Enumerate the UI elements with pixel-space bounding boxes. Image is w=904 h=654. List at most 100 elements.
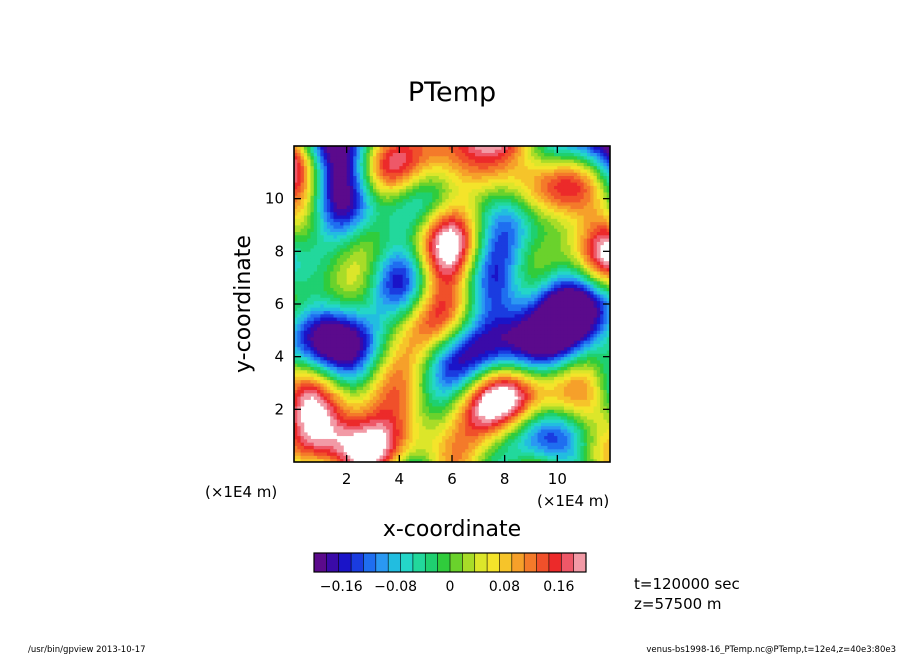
heatmap-cell <box>343 343 348 348</box>
heatmap-cell <box>465 280 469 285</box>
heatmap-cell <box>488 350 492 354</box>
heatmap-cell <box>340 359 344 364</box>
heatmap-cell <box>402 412 407 417</box>
heatmap-cell <box>313 336 318 341</box>
heatmap-cell <box>507 425 512 430</box>
heatmap-cell <box>458 346 463 351</box>
heatmap-cell <box>412 435 417 440</box>
heatmap-cell <box>373 297 377 302</box>
heatmap-cell <box>419 389 423 394</box>
heatmap-cell <box>356 313 361 318</box>
heatmap-cell <box>468 350 473 354</box>
heatmap-cell <box>415 386 420 390</box>
heatmap-cell <box>336 392 341 397</box>
heatmap-cell <box>340 386 344 390</box>
heatmap-cell <box>570 294 575 298</box>
heatmap-cell <box>590 448 594 453</box>
heatmap-cell <box>349 350 354 354</box>
heatmap-cell <box>534 290 538 295</box>
heatmap-cell <box>452 383 456 387</box>
heatmap-cell <box>573 343 578 348</box>
heatmap-cell <box>346 336 351 341</box>
heatmap-cell <box>356 363 361 367</box>
heatmap-cell <box>409 336 413 341</box>
heatmap-cell <box>366 406 371 410</box>
heatmap-cell <box>294 277 298 282</box>
heatmap-cell <box>386 290 390 295</box>
heatmap-cell <box>366 340 371 344</box>
heatmap-cell <box>415 343 420 348</box>
heatmap-cell <box>422 402 427 407</box>
heatmap-cell <box>557 317 562 321</box>
heatmap-cell <box>557 383 562 387</box>
heatmap-cell <box>540 340 545 344</box>
heatmap-cell <box>540 280 545 285</box>
heatmap-cell <box>425 392 430 397</box>
heatmap-cell <box>498 297 502 302</box>
heatmap-cell <box>554 442 558 446</box>
heatmap-cell <box>577 363 581 367</box>
heatmap-cell <box>392 389 397 394</box>
heatmap-cell <box>445 317 450 321</box>
heatmap-cell <box>488 376 492 381</box>
heatmap-cell <box>554 409 558 414</box>
heatmap-cell <box>405 290 410 295</box>
heatmap-cell <box>336 458 341 462</box>
heatmap-cell <box>593 402 598 407</box>
heatmap-cell <box>386 333 390 338</box>
heatmap-cell <box>435 284 440 288</box>
heatmap-cell <box>458 300 463 305</box>
heatmap-cell <box>323 304 328 308</box>
heatmap-cell <box>517 386 522 390</box>
heatmap-cell <box>465 330 469 335</box>
heatmap-cell <box>478 356 483 361</box>
heatmap-cell <box>577 435 581 440</box>
heatmap-cell <box>547 356 552 361</box>
heatmap-cell <box>481 297 486 302</box>
heatmap-cell <box>448 379 453 384</box>
heatmap-cell <box>606 317 610 321</box>
heatmap-cell <box>392 340 397 344</box>
heatmap-cell <box>419 458 423 462</box>
heatmap-cell <box>583 307 588 311</box>
heatmap-cell <box>320 373 325 377</box>
heatmap-cell <box>452 379 456 384</box>
heatmap-cell <box>468 415 473 420</box>
heatmap-cell <box>396 422 400 427</box>
heatmap-cell <box>399 333 404 338</box>
heatmap-cell <box>514 307 519 311</box>
heatmap-cell <box>458 333 463 338</box>
heatmap-cell <box>382 399 387 404</box>
heatmap-cell <box>550 290 555 295</box>
heatmap-cell <box>359 373 364 377</box>
heatmap-cell <box>547 445 552 450</box>
heatmap-cell <box>428 366 433 371</box>
heatmap-cell <box>438 438 443 443</box>
heatmap-cell <box>445 402 450 407</box>
heatmap-cell <box>448 323 453 328</box>
heatmap-cell <box>521 376 525 381</box>
heatmap-cell <box>422 343 427 348</box>
heatmap-cell <box>458 304 463 308</box>
heatmap-cell <box>346 455 351 460</box>
heatmap-cell <box>363 396 367 400</box>
heatmap-cell <box>547 392 552 397</box>
heatmap-cell <box>478 294 483 298</box>
heatmap-cell <box>458 313 463 318</box>
heatmap-cell <box>438 448 443 453</box>
heatmap-cell <box>396 429 400 433</box>
heatmap-cell <box>563 343 568 348</box>
heatmap-cell <box>517 392 522 397</box>
heatmap-cell <box>366 373 371 377</box>
heatmap-cell <box>514 373 519 377</box>
heatmap-cell <box>550 363 555 367</box>
heatmap-cell <box>419 409 423 414</box>
heatmap-cell <box>435 412 440 417</box>
heatmap-cell <box>422 333 427 338</box>
heatmap-cell <box>369 297 374 302</box>
heatmap-cell <box>471 445 476 450</box>
heatmap-cell <box>422 323 427 328</box>
heatmap-cell <box>409 415 413 420</box>
heatmap-cell <box>438 353 443 358</box>
heatmap-cell <box>392 287 397 292</box>
